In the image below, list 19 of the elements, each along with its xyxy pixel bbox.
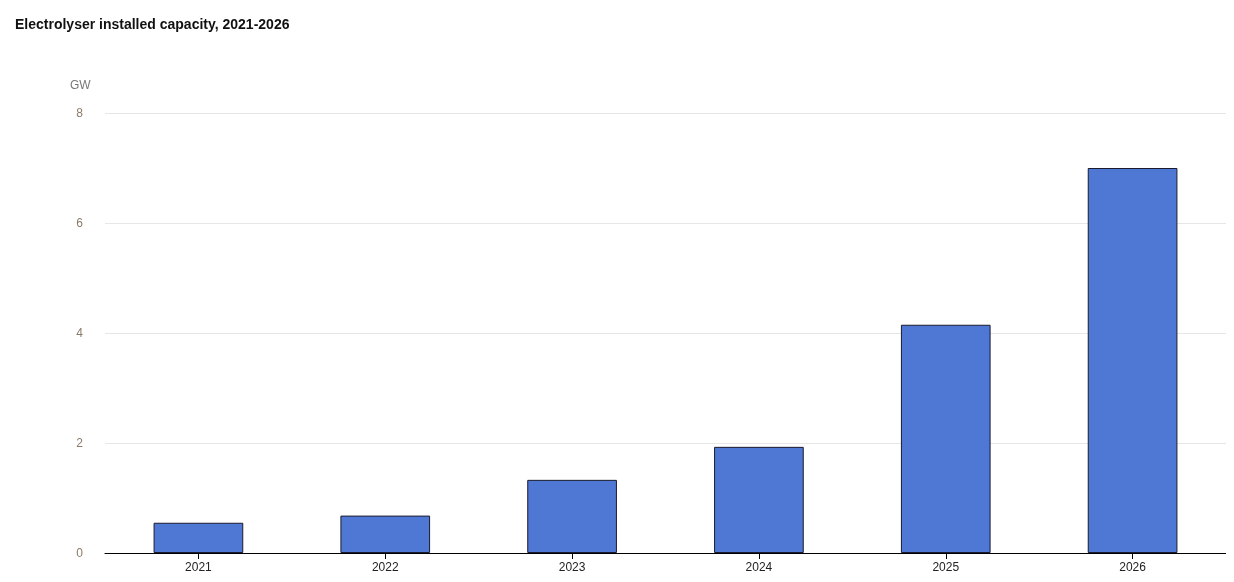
y-axis-title: GW <box>70 78 92 92</box>
x-tick-label: 2024 <box>745 560 773 574</box>
y-tick-label: 8 <box>76 106 84 120</box>
y-tick-label: 0 <box>76 546 84 560</box>
bar <box>340 515 431 553</box>
x-tick-label: 2023 <box>558 560 586 574</box>
x-tick-label: 2026 <box>1119 560 1147 574</box>
y-tick-label: 6 <box>76 216 84 230</box>
chart-title: Electrolyser installed capacity, 2021-2026 <box>15 16 290 32</box>
x-tick-label: 2021 <box>185 560 213 574</box>
x-tick-label: 2025 <box>932 560 960 574</box>
x-tick-label: 2022 <box>371 560 399 574</box>
y-tick-label: 2 <box>76 436 84 450</box>
bar <box>527 479 617 553</box>
bar <box>1087 168 1178 553</box>
bar <box>153 522 244 553</box>
y-tick-label: 4 <box>76 326 84 340</box>
bar <box>714 446 804 553</box>
bar <box>900 324 991 553</box>
